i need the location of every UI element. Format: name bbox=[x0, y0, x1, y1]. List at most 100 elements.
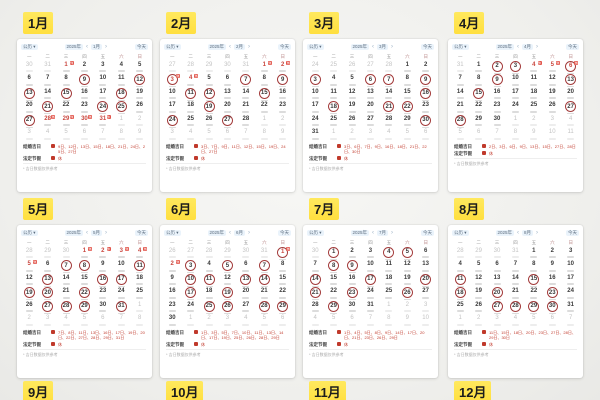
date-cell-adjacent[interactable]: 9 bbox=[273, 128, 291, 142]
date-cell-31[interactable]: 31 bbox=[361, 300, 379, 314]
date-cell-23[interactable]: 23 bbox=[543, 287, 561, 300]
date-cell-adjacent[interactable]: 6 bbox=[343, 314, 361, 328]
date-cell-24[interactable]: 24 bbox=[506, 101, 524, 115]
date-cell-1[interactable]: 1 bbox=[469, 60, 487, 74]
year-select[interactable]: 2025年 bbox=[64, 229, 84, 236]
date-cell-27[interactable]: 27 bbox=[218, 114, 236, 128]
date-cell-adjacent[interactable]: 3 bbox=[416, 300, 434, 314]
date-cell-adjacent[interactable]: 7 bbox=[361, 314, 379, 328]
date-cell-27[interactable]: 27 bbox=[20, 114, 38, 128]
date-cell-17[interactable]: 17 bbox=[361, 273, 379, 287]
date-cell-28[interactable]: 28 bbox=[380, 114, 398, 128]
date-cell-17[interactable]: 17 bbox=[112, 273, 130, 287]
date-cell-23[interactable]: 23 bbox=[163, 300, 181, 314]
date-cell-14[interactable]: 14 bbox=[451, 87, 469, 101]
calendar-type-select[interactable]: 公历 ▾ bbox=[452, 43, 469, 50]
date-cell-22[interactable]: 22 bbox=[525, 287, 543, 301]
date-cell-25[interactable]: 25 bbox=[380, 287, 398, 301]
date-cell-23[interactable]: 23 bbox=[416, 101, 434, 115]
today-button[interactable]: 今天 bbox=[566, 229, 580, 236]
date-cell-adjacent[interactable]: 1 bbox=[112, 114, 130, 128]
next-month-arrow[interactable]: › bbox=[248, 229, 251, 236]
date-cell-26[interactable]: 26 bbox=[20, 300, 38, 314]
date-cell-adjacent[interactable]: 1 bbox=[506, 114, 524, 128]
date-cell-adjacent[interactable]: 2 bbox=[130, 114, 148, 128]
date-cell-adjacent[interactable]: 2 bbox=[469, 314, 487, 328]
date-cell-20[interactable]: 20 bbox=[38, 287, 56, 300]
date-cell-adjacent[interactable]: 8 bbox=[112, 128, 130, 142]
date-cell-1[interactable]: 1 bbox=[398, 60, 416, 74]
date-cell-28[interactable]: 28 休 bbox=[38, 114, 56, 128]
calendar-type-select[interactable]: 公历 ▾ bbox=[164, 229, 181, 236]
date-cell-14[interactable]: 14 bbox=[255, 273, 273, 287]
date-cell-24[interactable]: 24 bbox=[561, 287, 579, 301]
date-cell-adjacent[interactable]: 30 bbox=[488, 246, 506, 260]
date-cell-adjacent[interactable]: 4 bbox=[306, 314, 324, 328]
date-cell-21[interactable]: 21 bbox=[306, 287, 324, 300]
date-cell-adjacent[interactable]: 6 bbox=[416, 128, 434, 142]
date-cell-15[interactable]: 15 bbox=[324, 273, 342, 287]
date-cell-31[interactable]: 31 bbox=[561, 300, 579, 314]
date-cell-6[interactable]: 6 bbox=[20, 74, 38, 88]
date-cell-adjacent[interactable]: 9 bbox=[525, 128, 543, 142]
prev-month-arrow[interactable]: ‹ bbox=[517, 229, 520, 236]
date-cell-19[interactable]: 19 bbox=[218, 287, 236, 300]
date-cell-adjacent[interactable]: 8 bbox=[255, 128, 273, 142]
date-cell-adjacent[interactable]: 4 bbox=[181, 128, 199, 142]
date-cell-8[interactable]: 8 bbox=[255, 74, 273, 88]
date-cell-25[interactable]: 25 bbox=[181, 114, 199, 128]
date-cell-adjacent[interactable]: 6 bbox=[218, 128, 236, 142]
year-select[interactable]: 2025年 bbox=[495, 229, 515, 236]
date-cell-9[interactable]: 9 bbox=[75, 74, 93, 87]
date-cell-22[interactable]: 22 bbox=[398, 101, 416, 114]
date-cell-14[interactable]: 14 bbox=[57, 273, 75, 287]
date-cell-adjacent[interactable]: 31 bbox=[237, 60, 255, 74]
date-cell-19[interactable]: 19 bbox=[398, 273, 416, 287]
date-cell-20[interactable]: 20 bbox=[416, 273, 434, 287]
date-cell-15[interactable]: 15 bbox=[255, 87, 273, 101]
date-cell-adjacent[interactable]: 1 bbox=[380, 300, 398, 314]
date-cell-12[interactable]: 12 bbox=[218, 273, 236, 287]
date-cell-13[interactable]: 13 bbox=[237, 273, 255, 287]
date-cell-14[interactable]: 14 bbox=[306, 273, 324, 287]
date-cell-30[interactable]: 30 休 bbox=[75, 114, 93, 128]
date-cell-12[interactable]: 12 bbox=[469, 273, 487, 287]
date-cell-1[interactable]: 1 bbox=[525, 246, 543, 260]
date-cell-24[interactable]: 24 bbox=[306, 114, 324, 128]
date-cell-27[interactable]: 27 bbox=[237, 300, 255, 314]
date-cell-adjacent[interactable]: 1 bbox=[130, 300, 148, 314]
next-month-arrow[interactable]: › bbox=[248, 43, 251, 50]
calendar-type-select[interactable]: 公历 ▾ bbox=[452, 229, 469, 236]
year-select[interactable]: 2025年 bbox=[64, 43, 84, 50]
date-cell-11[interactable]: 11 bbox=[525, 74, 543, 88]
date-cell-28[interactable]: 28 bbox=[255, 300, 273, 314]
date-cell-adjacent[interactable]: 2 bbox=[20, 314, 38, 328]
date-cell-18[interactable]: 18 bbox=[112, 87, 130, 101]
date-cell-23[interactable]: 23 bbox=[273, 101, 291, 115]
date-cell-7[interactable]: 7 bbox=[38, 74, 56, 88]
date-cell-16[interactable]: 16 bbox=[543, 273, 561, 287]
date-cell-21[interactable]: 21 bbox=[506, 287, 524, 301]
date-cell-25[interactable]: 25 bbox=[451, 300, 469, 314]
date-cell-adjacent[interactable]: 2 bbox=[273, 114, 291, 128]
date-cell-adjacent[interactable]: 5 bbox=[324, 314, 342, 328]
date-cell-9[interactable]: 9 bbox=[343, 260, 361, 273]
date-cell-20[interactable]: 20 bbox=[561, 87, 579, 101]
date-cell-3[interactable]: 3 bbox=[506, 60, 524, 74]
date-cell-adjacent[interactable]: 1 bbox=[181, 314, 199, 328]
date-cell-adjacent[interactable]: 29 bbox=[218, 246, 236, 260]
today-button[interactable]: 今天 bbox=[566, 43, 580, 50]
date-cell-2[interactable]: 2 bbox=[543, 246, 561, 260]
month-select[interactable]: 3月 bbox=[377, 43, 389, 50]
date-cell-3[interactable]: 3 bbox=[306, 74, 324, 87]
date-cell-adjacent[interactable]: 26 bbox=[163, 246, 181, 260]
date-cell-29[interactable]: 29 bbox=[273, 300, 291, 314]
date-cell-adjacent[interactable]: 10 bbox=[543, 128, 561, 142]
date-cell-26[interactable]: 26 bbox=[200, 114, 218, 128]
date-cell-30[interactable]: 30 bbox=[543, 300, 561, 314]
date-cell-15[interactable]: 15 bbox=[525, 273, 543, 287]
